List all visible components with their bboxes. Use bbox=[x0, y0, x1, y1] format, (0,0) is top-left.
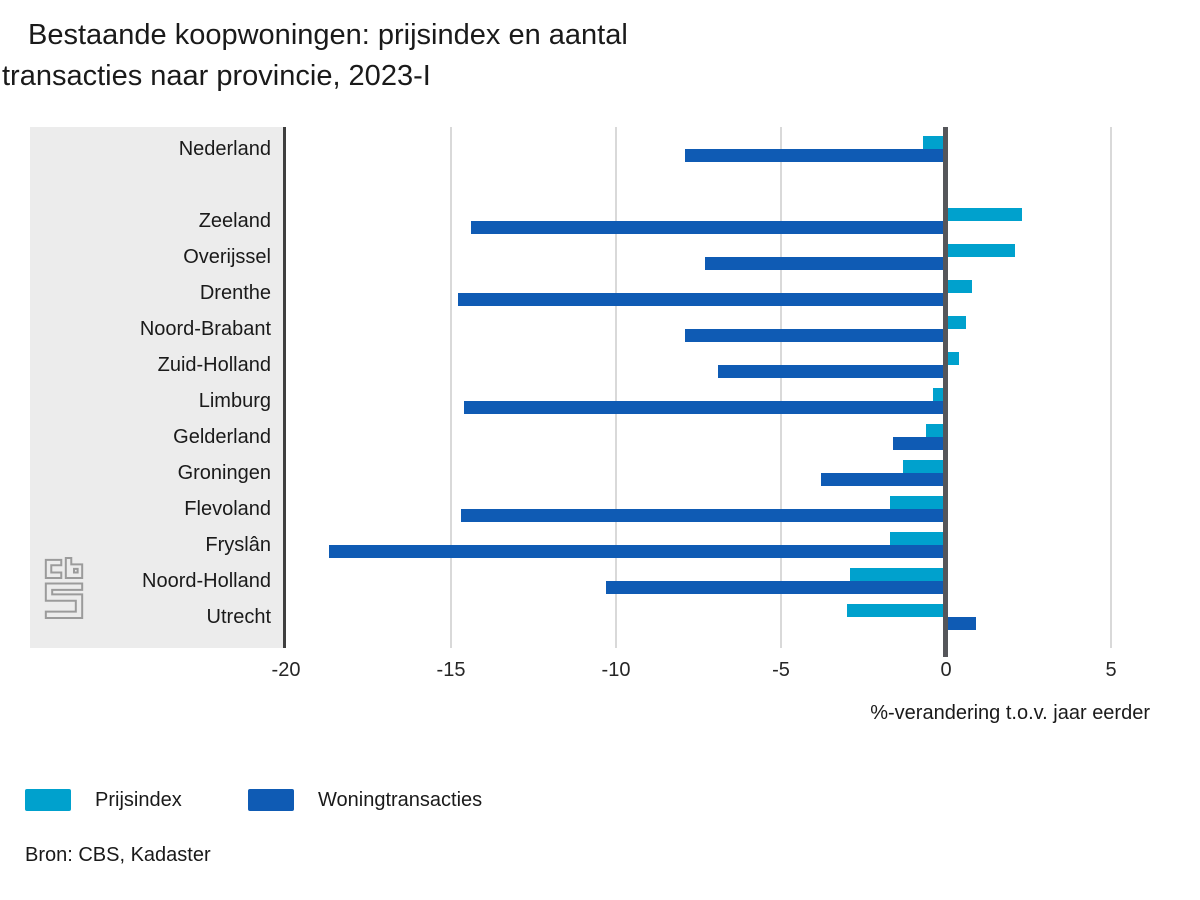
category-label: Zeeland bbox=[198, 210, 271, 232]
gridline bbox=[450, 127, 452, 648]
cbs-logo-s bbox=[44, 582, 84, 619]
bar-woningtransacties-groningen bbox=[820, 473, 946, 486]
chart-title-line-1: Bestaande koopwoningen: prijsindex en aa… bbox=[28, 19, 628, 51]
category-label: Gelderland bbox=[173, 426, 271, 448]
zero-line bbox=[943, 127, 948, 657]
x-tick-label: 0 bbox=[940, 659, 952, 681]
x-tick-label: -10 bbox=[601, 659, 631, 681]
bar-prijsindex-nederland bbox=[922, 136, 946, 149]
bar-prijsindex-limburg bbox=[932, 388, 946, 401]
x-tick-label: -5 bbox=[772, 659, 790, 681]
bar-prijsindex-zeeland bbox=[946, 208, 1022, 221]
category-label: Noord-Brabant bbox=[139, 318, 271, 340]
legend-label-prijsindex: Prijsindex bbox=[95, 789, 182, 811]
gridline bbox=[780, 127, 782, 648]
bar-woningtransacties-limburg bbox=[464, 401, 946, 414]
category-label: Utrecht bbox=[206, 606, 271, 628]
bar-prijsindex-groningen bbox=[903, 460, 946, 473]
bar-woningtransacties-noord-brabant bbox=[685, 329, 946, 342]
bar-woningtransacties-gelderland bbox=[893, 437, 946, 450]
cbs-logo bbox=[44, 557, 84, 619]
legend-label-woningtransacties: Woningtransacties bbox=[318, 789, 483, 811]
plot-area bbox=[286, 127, 1180, 657]
bar-prijsindex-zuid-holland bbox=[946, 352, 960, 365]
category-label: Overijssel bbox=[183, 246, 271, 268]
bar-woningtransacties-drenthe bbox=[457, 293, 946, 306]
bar-prijsindex-noord-holland bbox=[850, 568, 946, 581]
category-label: Nederland bbox=[178, 138, 271, 160]
category-label: Limburg bbox=[198, 390, 271, 412]
bar-woningtransacties-overijssel bbox=[705, 257, 946, 270]
legend-swatch-woningtransacties bbox=[248, 789, 294, 811]
cbs-logo-c bbox=[44, 558, 63, 579]
bar-prijsindex-gelderland bbox=[926, 424, 946, 437]
x-tick-label: -15 bbox=[436, 659, 466, 681]
category-label: Drenthe bbox=[199, 282, 271, 304]
cbs-logo-b-hole bbox=[73, 567, 79, 574]
chart-title-line-2: transacties naar provincie, 2023-I bbox=[2, 60, 431, 92]
bar-woningtransacties-nederland bbox=[685, 149, 946, 162]
x-axis-title: %-verandering t.o.v. jaar eerder bbox=[870, 702, 1150, 724]
cbs-logo-b bbox=[64, 557, 84, 579]
x-tick-label: -20 bbox=[271, 659, 301, 681]
bar-woningtransacties-noord-holland bbox=[606, 581, 946, 594]
bar-prijsindex-fryslân bbox=[889, 532, 946, 545]
gridline bbox=[1110, 127, 1112, 648]
bar-prijsindex-drenthe bbox=[946, 280, 973, 293]
source-line: Bron: CBS, Kadaster bbox=[25, 844, 211, 866]
category-label: Groningen bbox=[177, 462, 271, 484]
y-axis-line bbox=[283, 127, 286, 648]
bar-prijsindex-noord-brabant bbox=[946, 316, 966, 329]
x-axis-ticks: -20 -15 -10 -5 0 5 bbox=[272, 648, 1180, 690]
category-label: Zuid-Holland bbox=[157, 354, 271, 376]
gridline bbox=[615, 127, 617, 648]
category-label: Flevoland bbox=[184, 498, 271, 520]
x-tick-label: 5 bbox=[1105, 659, 1117, 681]
bar-prijsindex-overijssel bbox=[946, 244, 1016, 257]
category-label: Noord-Holland bbox=[142, 570, 271, 592]
category-label: Fryslân bbox=[205, 534, 271, 556]
category-panel: Nederland Zeeland Overijssel Drenthe Noord-B… bbox=[30, 127, 284, 648]
legend-swatch-prijsindex bbox=[25, 789, 71, 811]
bar-prijsindex-utrecht bbox=[847, 604, 946, 617]
bar-woningtransacties-utrecht bbox=[946, 617, 976, 630]
bar-woningtransacties-flevoland bbox=[460, 509, 946, 522]
bar-woningtransacties-zeeland bbox=[470, 221, 946, 234]
bar-woningtransacties-fryslân bbox=[328, 545, 946, 558]
bar-prijsindex-flevoland bbox=[889, 496, 946, 509]
bar-woningtransacties-zuid-holland bbox=[718, 365, 946, 378]
